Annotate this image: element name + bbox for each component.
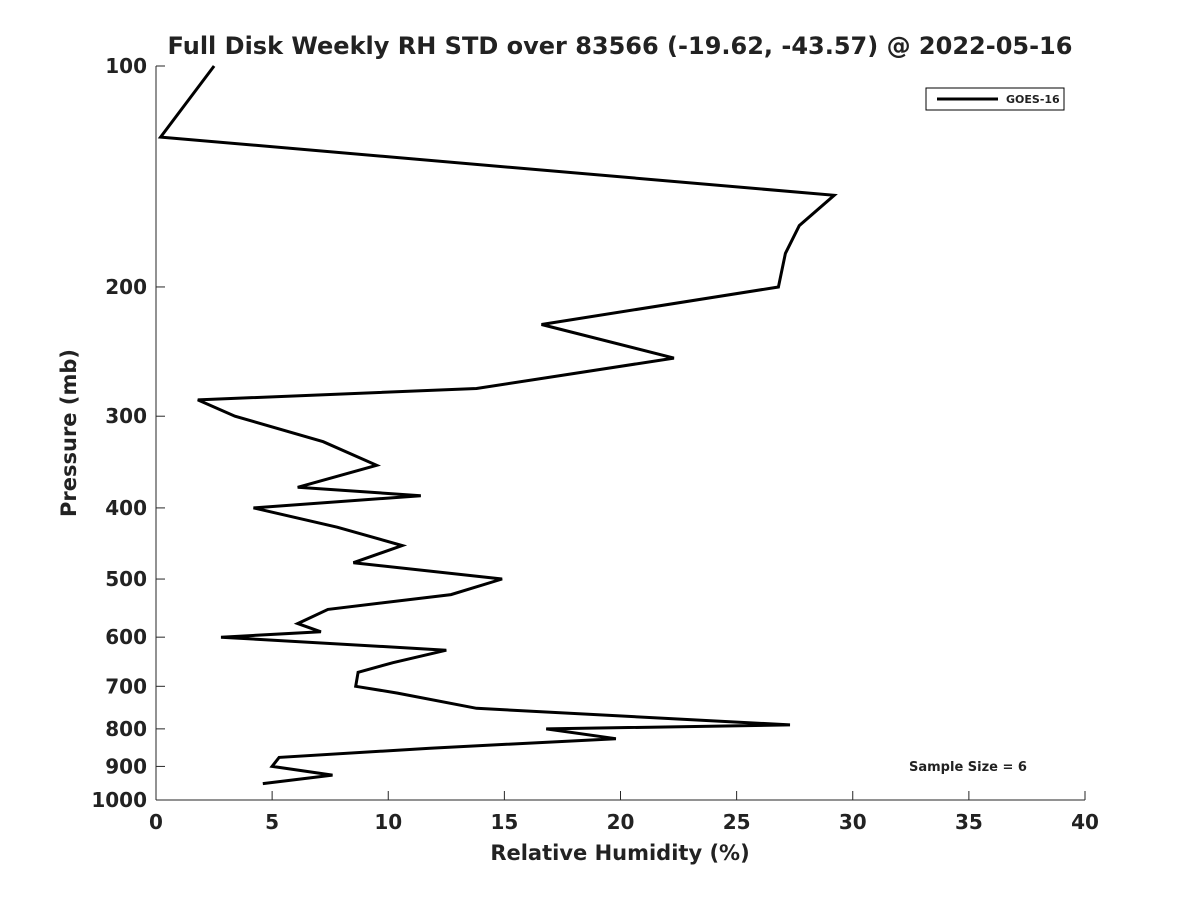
x-tick-label: 25 [723, 810, 751, 834]
y-tick-label: 100 [105, 54, 147, 78]
x-tick-label: 30 [839, 810, 867, 834]
y-axis-ticks: 100 200 300 400 500 600 700 800 900 1000 [91, 54, 165, 812]
legend-label-goes-16: GOES-16 [1006, 93, 1060, 106]
x-tick-label: 20 [607, 810, 635, 834]
x-tick-label: 40 [1071, 810, 1099, 834]
y-tick-label: 900 [105, 754, 147, 778]
x-tick-label: 15 [490, 810, 518, 834]
series-layer [157, 65, 838, 786]
x-axis-label: Relative Humidity (%) [490, 841, 749, 865]
legend: GOES-16 [925, 87, 1065, 111]
y-tick-label: 500 [105, 567, 147, 591]
chart-title: Full Disk Weekly RH STD over 83566 (-19.… [168, 32, 1073, 60]
sample-size-annotation: Sample Size = 6 [909, 760, 1027, 775]
x-tick-label: 5 [265, 810, 279, 834]
x-axis-ticks: 0 5 10 15 20 25 30 35 40 [149, 791, 1099, 834]
y-tick-label: 600 [105, 625, 147, 649]
y-tick-label: 400 [105, 496, 147, 520]
series-line-goes-16 [157, 65, 838, 786]
y-tick-label: 800 [105, 717, 147, 741]
y-axis-label: Pressure (mb) [57, 349, 81, 517]
x-tick-label: 35 [955, 810, 983, 834]
x-tick-label: 10 [374, 810, 402, 834]
x-tick-label: 0 [149, 810, 163, 834]
y-tick-label: 200 [105, 275, 147, 299]
y-tick-label: 1000 [91, 788, 147, 812]
y-tick-label: 300 [105, 404, 147, 428]
y-tick-label: 700 [105, 674, 147, 698]
